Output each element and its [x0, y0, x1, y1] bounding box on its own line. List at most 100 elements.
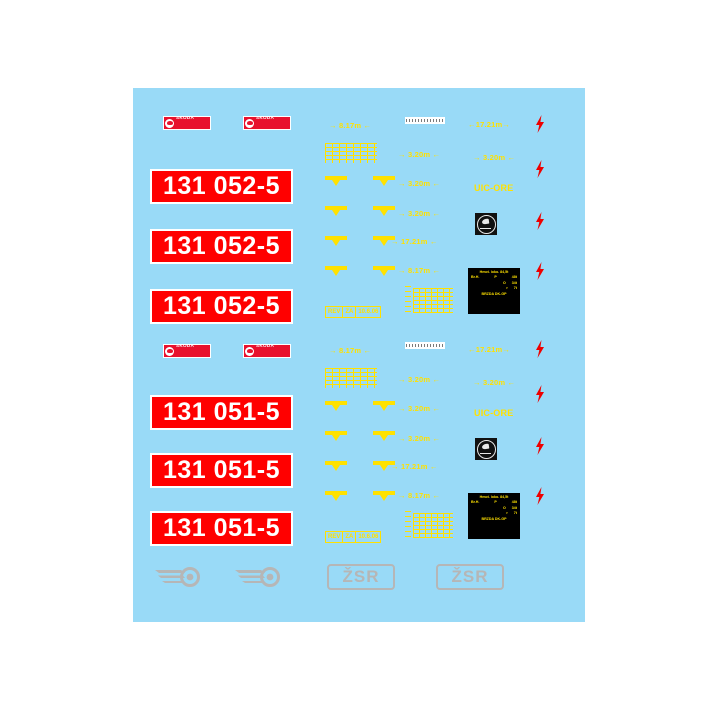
revision-stamp[interactable]: REV ZA 10.6.06	[325, 306, 382, 318]
number-plate[interactable]: 131 051-5	[150, 395, 293, 430]
zsr-logo[interactable]: ŽSR	[436, 564, 504, 590]
data-plate-title: Hmot. loko. 84,5t	[479, 270, 509, 274]
winged-wheel-icon[interactable]	[235, 566, 281, 588]
data-plate-row-value: 48t	[511, 500, 517, 505]
skoda-emblem-icon[interactable]	[475, 438, 497, 460]
dimension-label-817: → 8.17m ←	[398, 491, 441, 500]
barcode-label-icon	[405, 117, 445, 124]
maker-plate-skoda-plzen[interactable]: ŠKODA PLZEŇ	[163, 344, 211, 358]
vehicle-schematic-diagram	[325, 143, 377, 163]
data-table-diagram	[413, 513, 453, 538]
maker-plate-skoda-plzen[interactable]: ŠKODA PLZEŇ	[243, 116, 291, 130]
skoda-winged-arrow-icon	[245, 346, 254, 356]
high-voltage-lightning-icon	[534, 212, 546, 230]
maker-plate-skoda-plzen[interactable]: ŠKODA PLZEŇ	[243, 344, 291, 358]
jack-lift-point-icon	[373, 236, 395, 246]
jack-lift-point-icon	[373, 491, 395, 501]
revision-stamp[interactable]: REV ZA 10.6.06	[325, 531, 382, 543]
jack-lift-point-icon	[325, 401, 347, 411]
number-plate-text: 131 052-5	[162, 292, 281, 320]
data-plate-row-label: r	[506, 511, 508, 516]
technical-data-plate[interactable]: Hmot. loko. 84,5t Br.H. P 48t O 34t r 7t…	[468, 268, 520, 314]
jack-lift-point-icon	[373, 266, 395, 276]
number-plate-text: 131 051-5	[162, 456, 281, 484]
high-voltage-lightning-icon	[534, 437, 546, 455]
dimension-label-320: → 3.20m ←	[473, 153, 516, 162]
data-plate-row-value: 7t	[513, 511, 517, 516]
uic-ore-label: UIC-ORE	[474, 183, 514, 193]
jack-lift-point-icon	[325, 461, 347, 471]
data-plate-row-label: O	[503, 280, 506, 285]
data-table-legend	[405, 511, 411, 539]
dimension-label-817: → 8.17m ←	[329, 346, 372, 355]
skoda-emblem-icon[interactable]	[475, 213, 497, 235]
dimension-label-320: → 3.20m ←	[398, 375, 441, 384]
number-plate-text: 131 051-5	[162, 398, 281, 426]
dimension-label-1721: → 17.21m ←	[391, 462, 438, 471]
number-plate[interactable]: 131 051-5	[150, 511, 293, 546]
dimension-label-320: → 3.20m ←	[398, 209, 441, 218]
jack-lift-point-icon	[373, 431, 395, 441]
data-plate-row-label: P	[494, 275, 497, 280]
data-table-diagram	[413, 288, 453, 313]
high-voltage-lightning-icon	[534, 115, 546, 133]
jack-lift-point-icon	[373, 206, 395, 216]
number-plate[interactable]: 131 052-5	[150, 169, 293, 204]
jack-lift-point-icon	[325, 431, 347, 441]
jack-lift-point-icon	[325, 266, 347, 276]
dimension-label-1721: ←17.21m→	[468, 120, 511, 129]
barcode-label-icon	[405, 342, 445, 349]
technical-data-plate[interactable]: Hmot. loko. 84,5t Br.H. P 48t O 34t r 7t…	[468, 493, 520, 539]
skoda-winged-arrow-icon	[245, 118, 254, 128]
dimension-label-817: → 8.17m ←	[398, 266, 441, 275]
winged-wheel-icon[interactable]	[155, 566, 201, 588]
revision-stamp-cell: REV	[326, 532, 344, 542]
revision-stamp-cell: REV	[326, 307, 344, 317]
data-plate-row-value: 48t	[511, 275, 517, 280]
maker-plate-line1: ŠKODA	[256, 116, 275, 120]
number-plate[interactable]: 131 051-5	[150, 453, 293, 488]
high-voltage-lightning-icon	[534, 160, 546, 178]
data-plate-row-value: 34t	[511, 505, 517, 510]
data-plate-footer: BRZDA DK-GP	[481, 516, 507, 521]
maker-plate-line1: ŠKODA	[176, 344, 195, 348]
jack-lift-point-icon	[325, 206, 347, 216]
maker-plate-skoda-plzen[interactable]: ŠKODA PLZEŇ	[163, 116, 211, 130]
number-plate-text: 131 052-5	[162, 232, 281, 260]
data-plate-row-label: P	[494, 500, 497, 505]
jack-lift-point-icon	[373, 461, 395, 471]
dimension-label-320: → 3.20m ←	[473, 378, 516, 387]
data-table-legend	[405, 286, 411, 314]
number-plate[interactable]: 131 052-5	[150, 289, 293, 324]
revision-stamp-cell: 10.6.06	[358, 309, 379, 315]
high-voltage-lightning-icon	[534, 262, 546, 280]
uic-ore-label: UIC-ORE	[474, 408, 514, 418]
data-plate-footer: BRZDA DK-GP	[481, 291, 507, 296]
skoda-winged-arrow-icon	[165, 118, 174, 128]
revision-stamp-cell: ZA	[343, 307, 357, 317]
data-plate-row-value: 7t	[513, 286, 517, 291]
jack-lift-point-icon	[325, 176, 347, 186]
dimension-label-320: → 3.20m ←	[398, 179, 441, 188]
dimension-label-1721: ←17.21m→	[468, 345, 511, 354]
jack-lift-point-icon	[325, 491, 347, 501]
dimension-label-320: → 3.20m ←	[398, 150, 441, 159]
maker-plate-line1: ŠKODA	[256, 344, 275, 348]
number-plate[interactable]: 131 052-5	[150, 229, 293, 264]
revision-stamp-cell: ZA	[343, 532, 357, 542]
zsr-logo-text: ŽSR	[451, 567, 489, 586]
data-plate-row-value: 34t	[511, 280, 517, 285]
zsr-logo[interactable]: ŽSR	[327, 564, 395, 590]
revision-stamp-cell: 10.6.06	[358, 534, 379, 540]
data-plate-row-label: r	[506, 286, 508, 291]
data-plate-brh-label: Br.H.	[471, 500, 480, 505]
jack-lift-point-icon	[373, 401, 395, 411]
data-plate-brh-label: Br.H.	[471, 275, 480, 280]
dimension-label-817: → 8.17m ←	[329, 121, 372, 130]
vehicle-schematic-diagram	[325, 368, 377, 388]
maker-plate-line1: ŠKODA	[176, 116, 195, 120]
dimension-label-320: → 3.20m ←	[398, 434, 441, 443]
high-voltage-lightning-icon	[534, 487, 546, 505]
decal-sheet: ŠKODA PLZEŇ ŠKODA PLZEŇ 131 052-5 131 05…	[133, 88, 585, 622]
